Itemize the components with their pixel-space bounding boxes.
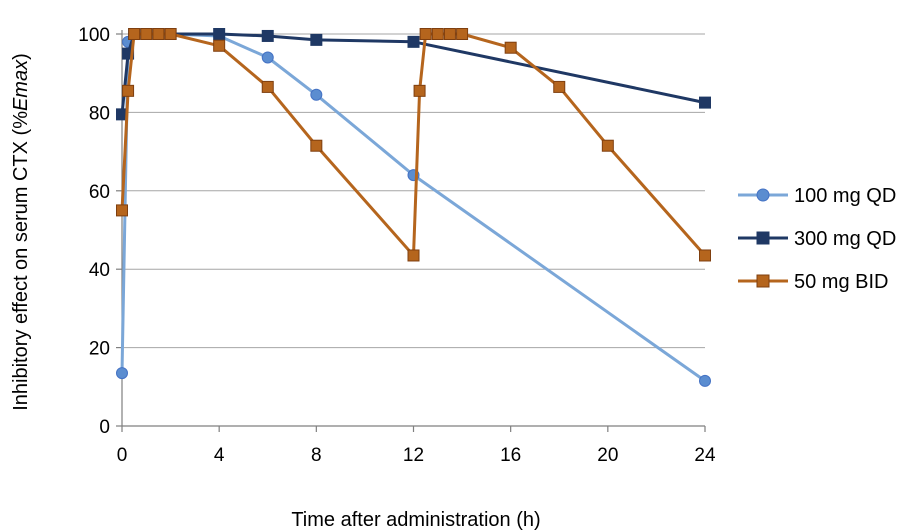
legend: 100 mg QD 300 mg QD 50 mg BID xyxy=(738,185,896,293)
legend-label-50-mg-bid: 50 mg BID xyxy=(794,271,888,293)
y-tick-label-100: 100 xyxy=(78,25,110,46)
point-50-mg-bid-4 xyxy=(152,28,165,40)
legend-item-50-mg-bid: 50 mg BID xyxy=(738,271,888,293)
x-tick-label-4: 4 xyxy=(214,445,225,466)
x-axis-title: Time after administration (h) xyxy=(291,509,540,531)
legend-item-100-mg-qd: 100 mg QD xyxy=(738,185,896,207)
x-tick-label-24: 24 xyxy=(694,445,716,466)
y-tick-label-60: 60 xyxy=(89,182,110,203)
gridlines xyxy=(122,33,705,349)
series-100-mg-qd xyxy=(116,28,711,387)
point-100-mg-qd-9 xyxy=(699,374,711,387)
legend-swatch-marker-300-mg-qd xyxy=(756,231,770,245)
x-tick-labels: 0 4 8 12 16 20 24 xyxy=(117,445,716,466)
point-50-mg-bid-18 xyxy=(699,249,711,262)
y-tick-labels: 0 20 40 60 80 100 xyxy=(78,25,110,438)
x-tick-label-16: 16 xyxy=(500,445,521,466)
point-50-mg-bid-7 xyxy=(261,80,274,93)
legend-label-300-mg-qd: 300 mg QD xyxy=(794,228,896,250)
point-300-mg-qd-1 xyxy=(122,47,135,60)
legend-swatch-marker-50-mg-bid xyxy=(756,274,770,288)
series-line-50-mg-bid xyxy=(120,32,707,257)
point-50-mg-bid-13 xyxy=(443,28,456,40)
legend-item-300-mg-qd: 300 mg QD xyxy=(738,228,896,250)
point-50-mg-bid-11 xyxy=(419,28,432,40)
y-axis-title-close: ) xyxy=(10,53,32,60)
point-50-mg-bid-16 xyxy=(553,80,566,93)
series-line-100-mg-qd xyxy=(120,32,706,383)
x-tick-label-8: 8 xyxy=(311,445,322,466)
y-axis-title-main: Inhibitory effect on serum CTX (% xyxy=(10,111,32,411)
y-tick-label-20: 20 xyxy=(89,339,110,360)
point-300-mg-qd-9 xyxy=(699,96,711,109)
point-300-mg-qd-8 xyxy=(407,35,420,48)
x-tick-label-20: 20 xyxy=(597,445,618,466)
point-50-mg-bid-8 xyxy=(310,139,323,152)
y-tick-label-40: 40 xyxy=(89,260,110,281)
point-100-mg-qd-6 xyxy=(261,51,274,64)
point-50-mg-bid-17 xyxy=(601,139,614,152)
point-50-mg-bid-3 xyxy=(140,28,153,40)
series-50-mg-bid xyxy=(116,28,711,262)
point-100-mg-qd-0 xyxy=(116,367,128,380)
x-tick-label-0: 0 xyxy=(117,445,128,466)
y-tick-label-0: 0 xyxy=(99,417,110,438)
point-50-mg-bid-0 xyxy=(116,204,128,217)
point-50-mg-bid-5 xyxy=(164,28,177,40)
point-50-mg-bid-10 xyxy=(413,84,426,97)
y-axis-title-italic: Emax xyxy=(10,59,32,111)
point-50-mg-bid-12 xyxy=(431,28,444,40)
y-axis-title: Inhibitory effect on serum CTX (%Emax) xyxy=(10,53,32,411)
point-50-mg-bid-2 xyxy=(128,28,141,40)
point-50-mg-bid-6 xyxy=(213,39,226,52)
point-50-mg-bid-1 xyxy=(122,84,135,97)
point-50-mg-bid-14 xyxy=(456,28,469,40)
series-line-300-mg-qd xyxy=(120,32,706,115)
point-50-mg-bid-15 xyxy=(504,41,517,54)
y-tick-label-80: 80 xyxy=(89,103,110,124)
point-300-mg-qd-5 xyxy=(213,28,226,40)
point-300-mg-qd-6 xyxy=(261,29,274,42)
series-layer xyxy=(116,28,711,387)
point-300-mg-qd-7 xyxy=(310,33,323,46)
x-tick-label-12: 12 xyxy=(403,445,424,466)
point-50-mg-bid-9 xyxy=(407,249,420,262)
legend-swatch-marker-100-mg-qd xyxy=(756,188,770,202)
legend-label-100-mg-qd: 100 mg QD xyxy=(794,185,896,207)
point-100-mg-qd-7 xyxy=(310,88,323,101)
axes xyxy=(116,30,706,432)
